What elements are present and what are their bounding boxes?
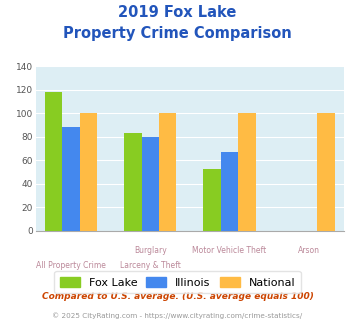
Bar xyxy=(221,152,238,231)
Bar xyxy=(124,133,142,231)
Bar xyxy=(45,92,62,231)
Bar xyxy=(317,113,335,231)
Bar xyxy=(80,113,97,231)
Text: Larceny & Theft: Larceny & Theft xyxy=(120,261,181,270)
Text: Burglary: Burglary xyxy=(134,246,167,255)
Text: All Property Crime: All Property Crime xyxy=(36,261,106,270)
Bar xyxy=(142,137,159,231)
Text: Property Crime Comparison: Property Crime Comparison xyxy=(63,26,292,41)
Bar xyxy=(159,113,176,231)
Text: 2019 Fox Lake: 2019 Fox Lake xyxy=(118,5,237,20)
Legend: Fox Lake, Illinois, National: Fox Lake, Illinois, National xyxy=(54,271,301,293)
Bar xyxy=(62,127,80,231)
Bar xyxy=(203,169,221,231)
Text: Motor Vehicle Theft: Motor Vehicle Theft xyxy=(192,246,267,255)
Text: Arson: Arson xyxy=(298,246,320,255)
Text: Compared to U.S. average. (U.S. average equals 100): Compared to U.S. average. (U.S. average … xyxy=(42,292,313,301)
Bar xyxy=(238,113,256,231)
Text: © 2025 CityRating.com - https://www.cityrating.com/crime-statistics/: © 2025 CityRating.com - https://www.city… xyxy=(53,312,302,318)
